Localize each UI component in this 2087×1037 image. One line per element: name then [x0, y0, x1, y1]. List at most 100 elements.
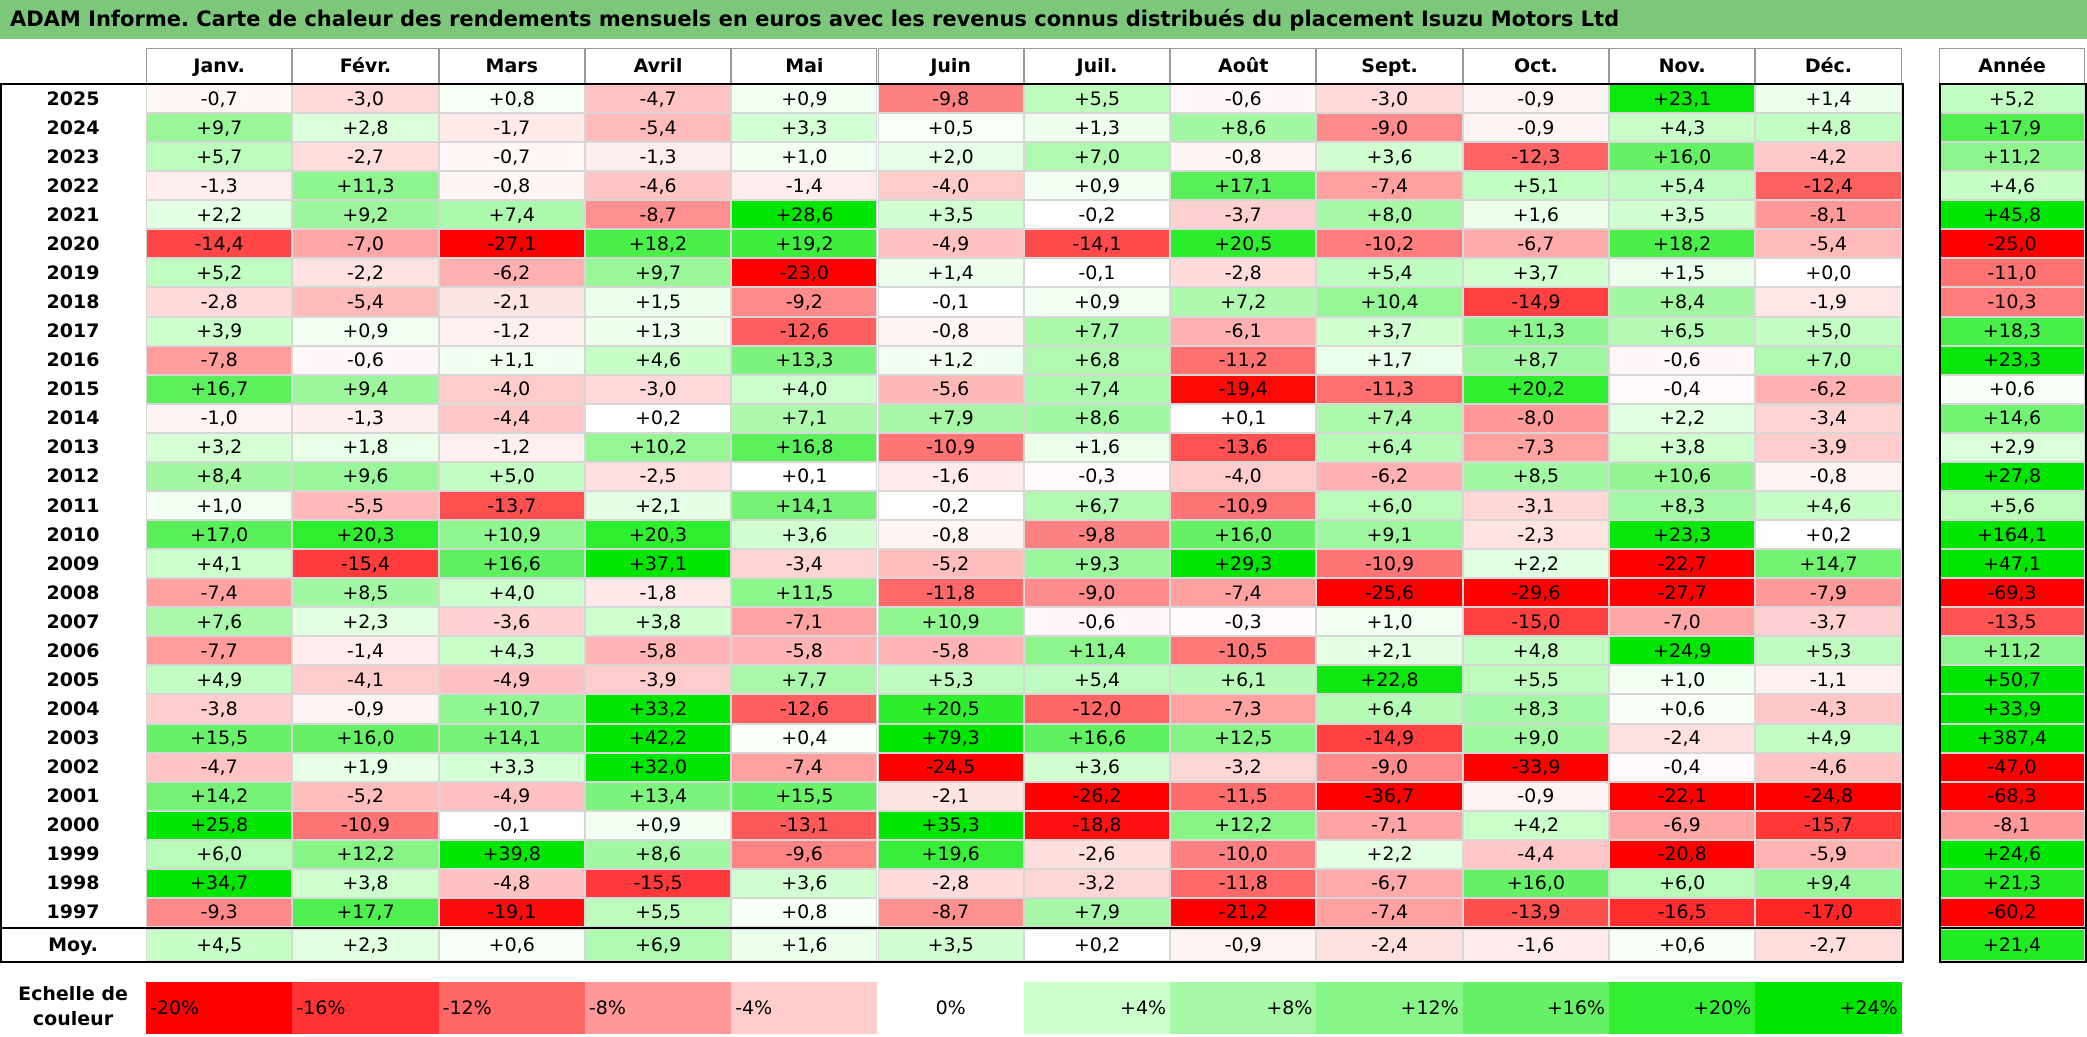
heatmap-cell: +3,6	[1316, 142, 1463, 172]
heatmap-cell: +9,1	[1316, 520, 1463, 550]
heatmap-cell: -15,0	[1462, 607, 1609, 637]
color-scale-swatch: +24%	[1755, 982, 1902, 1034]
heatmap-cell: -7,8	[146, 345, 293, 375]
heatmap-cell: +10,9	[438, 520, 585, 550]
heatmap-cell: -9,0	[1316, 752, 1463, 782]
heatmap-cell: +7,4	[438, 200, 585, 230]
heatmap-cell: -11,5	[1170, 781, 1317, 811]
heatmap-cell: -0,4	[1609, 752, 1756, 782]
heatmap-cell: -5,8	[731, 636, 878, 666]
heatmap-cell: +1,6	[1023, 432, 1171, 462]
heatmap-cell: -0,6	[1170, 84, 1317, 114]
heatmap-cell: -0,7	[438, 142, 585, 172]
heatmap-cell: -13,7	[438, 490, 585, 521]
year-label: 2021	[46, 203, 100, 226]
heatmap-cell: -1,1	[1755, 665, 1902, 695]
heatmap-cell: -3,7	[1170, 200, 1317, 230]
heatmap-cell: -1,4	[292, 636, 439, 666]
heatmap-cell: -15,5	[584, 868, 732, 898]
heatmap-cell: +1,3	[1023, 113, 1171, 143]
year-label: 2016	[46, 349, 100, 372]
heatmap-cell: +3,5	[877, 200, 1024, 230]
heatmap-cell: -12,6	[731, 694, 878, 724]
year-label: 2022	[46, 174, 100, 197]
annual-total-cell: +24,6	[1939, 839, 2085, 869]
year-label: 2020	[46, 232, 100, 255]
heatmap-cell: +17,1	[1170, 171, 1317, 201]
heatmap-cell: -4,9	[438, 665, 585, 695]
heatmap-cell: +0,9	[584, 810, 732, 840]
heatmap-cell: -4,4	[1462, 839, 1609, 869]
heatmap-cell: -0,8	[877, 520, 1024, 550]
heatmap-cell: -7,4	[731, 752, 878, 782]
color-scale-swatch: -16%	[292, 982, 439, 1034]
heatmap-cell: +5,7	[146, 142, 293, 172]
heatmap-cell: -6,7	[1462, 229, 1609, 259]
heatmap-cell: -5,4	[584, 113, 732, 143]
heatmap-cell: +5,4	[1316, 258, 1463, 288]
heatmap-cell: -1,2	[438, 432, 585, 462]
heatmap-cell: -3,0	[1316, 84, 1463, 114]
heatmap-cell: -16,5	[1609, 897, 1756, 928]
heatmap-cell: -7,1	[731, 607, 878, 637]
heatmap-cell: -0,7	[146, 84, 293, 114]
heatmap-cell: -0,4	[1609, 374, 1756, 404]
heatmap-cell: +39,8	[438, 839, 585, 869]
heatmap-cell: -0,8	[1755, 461, 1902, 491]
heatmap-cell: -33,9	[1462, 752, 1609, 782]
heatmap-cell: +0,2	[584, 403, 732, 433]
year-label: 2011	[46, 494, 100, 517]
heatmap-cell: -6,7	[1316, 868, 1463, 898]
heatmap-cell: +2,3	[292, 607, 439, 637]
heatmap-cell: -9,8	[877, 84, 1024, 114]
heatmap-cell: -0,3	[1023, 461, 1171, 491]
heatmap-cell: -7,4	[146, 578, 293, 608]
heatmap-cell: -19,1	[438, 897, 585, 928]
heatmap-cell: +1,4	[877, 258, 1024, 288]
heatmap-cell: +4,6	[584, 345, 732, 375]
average-label: Moy.	[48, 934, 98, 957]
year-label: 2025	[46, 87, 100, 110]
heatmap-cell: -14,9	[1462, 287, 1609, 317]
heatmap-cell: +1,0	[731, 142, 878, 172]
heatmap-cell: -4,7	[146, 752, 293, 782]
heatmap-cell: +3,7	[1316, 316, 1463, 346]
heatmap-cell: -3,0	[584, 374, 732, 404]
heatmap-cell: +24,9	[1609, 636, 1756, 666]
color-scale-swatch: -4%	[731, 982, 878, 1034]
heatmap-cell: +10,4	[1316, 287, 1463, 317]
heatmap-cell: -0,8	[438, 171, 585, 201]
heatmap-cell: +8,6	[1023, 403, 1171, 433]
heatmap-cell: +16,0	[1609, 142, 1756, 172]
heatmap-cell: -2,8	[877, 868, 1024, 898]
heatmap-cell: -18,8	[1023, 810, 1171, 840]
heatmap-cell: -19,4	[1170, 374, 1317, 404]
heatmap-cell: +20,5	[1170, 229, 1317, 259]
heatmap-cell: +11,4	[1023, 636, 1171, 666]
heatmap-cell: +10,6	[1609, 461, 1756, 491]
heatmap-cell: +3,6	[731, 520, 878, 550]
heatmap-cell: -3,2	[1170, 752, 1317, 782]
heatmap-cell: -8,0	[1462, 403, 1609, 433]
heatmap-cell: +4,6	[1755, 490, 1902, 521]
heatmap-cell: -2,6	[1023, 839, 1171, 869]
color-scale-swatch: 0%	[877, 982, 1024, 1034]
heatmap-cell: -4,0	[438, 374, 585, 404]
heatmap-cell: -27,1	[438, 229, 585, 259]
heatmap-cell: +11,5	[731, 578, 878, 608]
color-scale-swatch: +12%	[1316, 982, 1463, 1034]
heatmap-cell: +3,9	[146, 316, 293, 346]
heatmap-cell: -1,2	[438, 316, 585, 346]
heatmap-cell: -6,1	[1170, 316, 1317, 346]
page-title: ADAM Informe. Carte de chaleur des rende…	[0, 0, 2087, 39]
month-header: Sept.	[1316, 48, 1463, 84]
heatmap-cell: -4,2	[1755, 142, 1902, 172]
heatmap-cell: -10,0	[1170, 839, 1317, 869]
heatmap-cell: -3,6	[438, 607, 585, 637]
heatmap-cell: -1,9	[1755, 287, 1902, 317]
heatmap-cell: -5,8	[877, 636, 1024, 666]
annual-total-cell: +5,6	[1939, 490, 2085, 521]
year-label: 2002	[46, 756, 100, 779]
heatmap-cell: -25,6	[1316, 578, 1463, 608]
heatmap-cell: +18,2	[584, 229, 732, 259]
